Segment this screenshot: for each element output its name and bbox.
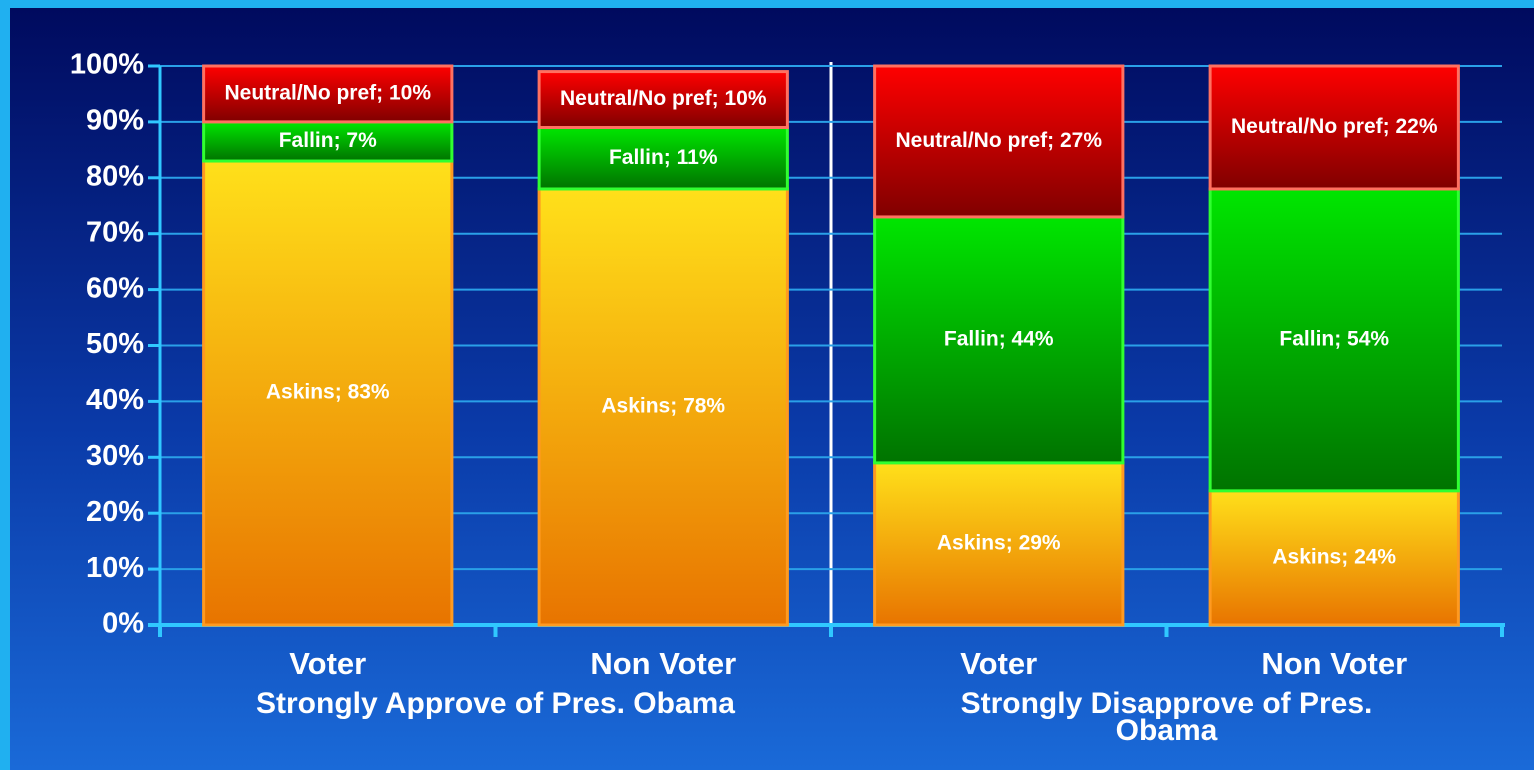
bar-segment [202,159,454,627]
bar-segment [873,461,1125,627]
y-tick-label: 50% [86,328,144,360]
x-tick-label: Non Voter [590,646,736,681]
data-label: Askins; 78% [601,395,725,418]
y-tick-label: 20% [86,496,144,528]
bar-segment [537,70,789,129]
x-tick-label: Voter [289,646,366,681]
data-label: Neutral/No pref; 22% [1231,115,1438,138]
bar-segment [202,64,454,124]
y-tick-label: 70% [86,216,144,248]
bar-segment [1208,489,1460,627]
x-tick-label: Non Voter [1261,646,1407,681]
bar-segment [1208,64,1460,191]
group-label: Strongly Approve of Pres. Obama [256,687,735,720]
data-label: Neutral/No pref; 10% [224,81,431,104]
data-label: Askins; 29% [937,531,1061,554]
y-tick-label: 60% [86,272,144,304]
bar-segment [537,125,789,191]
bar-segment [202,120,454,163]
data-label: Askins; 24% [1272,545,1396,568]
bar-segment [537,187,789,627]
group-label: Strongly Disapprove of Pres. Obama [960,687,1373,747]
y-tick-label: 80% [86,160,144,192]
data-label: Fallin; 11% [609,146,718,169]
bar-segment [1208,187,1460,493]
data-label: Fallin; 54% [1279,327,1389,350]
x-tick-label: Voter [960,646,1037,681]
y-tick-label: 90% [86,105,144,137]
y-tick-label: 30% [86,440,144,472]
y-tick-label: 0% [102,608,144,640]
y-tick-label: 40% [86,384,144,416]
data-label: Neutral/No pref; 10% [560,87,767,110]
data-label: Fallin; 7% [279,129,377,152]
y-tick-label: 10% [86,552,144,584]
bar-segment [873,64,1125,219]
data-label: Askins; 83% [266,381,390,404]
data-label: Fallin; 44% [944,327,1054,350]
data-label: Neutral/No pref; 27% [895,129,1102,152]
y-tick-label: 100% [70,49,144,81]
